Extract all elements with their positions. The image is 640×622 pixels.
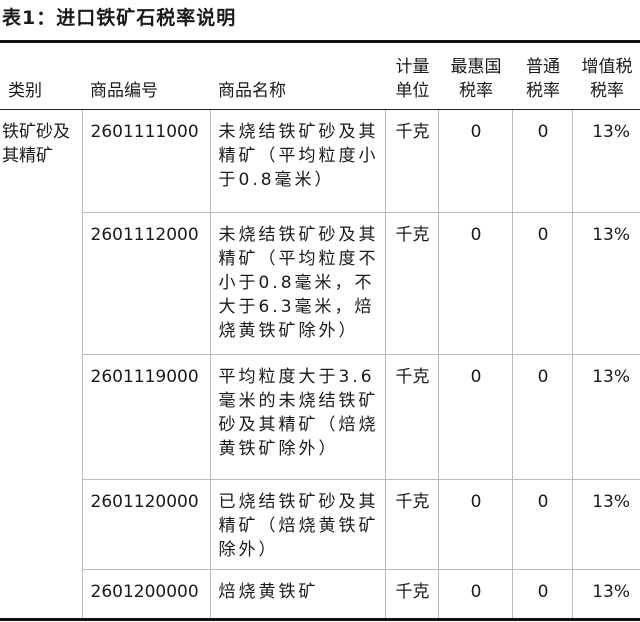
body-cell: 13% xyxy=(571,569,640,620)
header-cell: 类别 xyxy=(0,41,82,110)
body-cell: 0 xyxy=(511,479,572,570)
body-cell: 千克 xyxy=(384,479,438,570)
body-cell: 未烧结铁矿砂及其精矿（平均粒度小于0.8毫米） xyxy=(209,109,385,213)
header-text: 最惠国税率 xyxy=(450,57,502,101)
header-cell: 商品名称 xyxy=(210,41,385,110)
body-cell: 0 xyxy=(437,354,512,480)
body-cell: 千克 xyxy=(384,212,438,355)
body-cell: 0 xyxy=(437,569,512,620)
body-cell: 13% xyxy=(571,109,640,213)
body-cell: 13% xyxy=(571,212,640,355)
body-cell: 0 xyxy=(511,569,572,620)
body-cell: 2601111000 xyxy=(81,109,210,213)
header-cell: 最惠国税率 xyxy=(438,41,512,110)
body-row: 2601112000 未烧结铁矿砂及其精矿（平均粒度不小于0.8毫米，不大于6.3… xyxy=(0,212,640,355)
body-cell: 2601200000 xyxy=(81,569,210,620)
header-row: 类别 商品编号 商品名称 计量单位 最惠国税率 普通税率 增值税税率 xyxy=(0,41,640,110)
header-text: 计量单位 xyxy=(395,57,430,101)
body-cell: 0 xyxy=(511,212,572,355)
header-cell: 商品编号 xyxy=(82,41,210,110)
category-cell: 铁矿砂及其精矿 xyxy=(2,122,70,166)
body-cell: 0 xyxy=(437,212,512,355)
header-cell: 增值税税率 xyxy=(572,41,640,110)
body-cell: 2601119000 xyxy=(81,354,210,480)
body-row: 铁矿砂及其精矿 2601111000 未烧结铁矿砂及其精矿（平均粒度小于0.8毫米）… xyxy=(0,109,640,213)
body-cell: 0 xyxy=(437,479,512,570)
body-cell: 2601112000 xyxy=(81,212,210,355)
body-cell: 未烧结铁矿砂及其精矿（平均粒度不小于0.8毫米，不大于6.3毫米，焙烧黄铁矿除外… xyxy=(209,212,385,355)
body-cell: 0 xyxy=(511,354,572,480)
body-row: 2601119000 平均粒度大于3.6毫米的未烧结铁矿砂及其精矿（焙烧黄铁矿除外… xyxy=(0,354,640,480)
body-cell: 平均粒度大于3.6毫米的未烧结铁矿砂及其精矿（焙烧黄铁矿除外） xyxy=(209,354,385,480)
body-cell: 13% xyxy=(571,479,640,570)
body-cell: 0 xyxy=(511,109,572,213)
body-row: 2601200000 焙烧黄铁矿 千克 0 0 13% xyxy=(0,569,640,620)
body-cell: 焙烧黄铁矿 xyxy=(209,569,385,620)
tax-table: 类别 商品编号 商品名称 计量单位 最惠国税率 普通税率 增值税税率 铁矿砂及其… xyxy=(0,40,640,621)
body-cell: 0 xyxy=(437,109,512,213)
body-cell: 已烧结铁矿砂及其精矿（焙烧黄铁矿除外） xyxy=(209,479,385,570)
header-text: 普通税率 xyxy=(526,57,560,101)
body-cell: 千克 xyxy=(384,109,438,213)
body-cell: 千克 xyxy=(384,569,438,620)
header-text: 增值税税率 xyxy=(581,57,633,101)
body-cell: 2601120000 xyxy=(81,479,210,570)
body-cell: 13% xyxy=(571,354,640,480)
body-row: 2601120000 已烧结铁矿砂及其精矿（焙烧黄铁矿除外） 千克 0 0 13% xyxy=(0,479,640,570)
header-cell: 普通税率 xyxy=(512,41,572,110)
body-cell: 千克 xyxy=(384,354,438,480)
table-title: 表1：进口铁矿石税率说明 xyxy=(2,7,237,29)
header-cell: 计量单位 xyxy=(385,41,438,110)
